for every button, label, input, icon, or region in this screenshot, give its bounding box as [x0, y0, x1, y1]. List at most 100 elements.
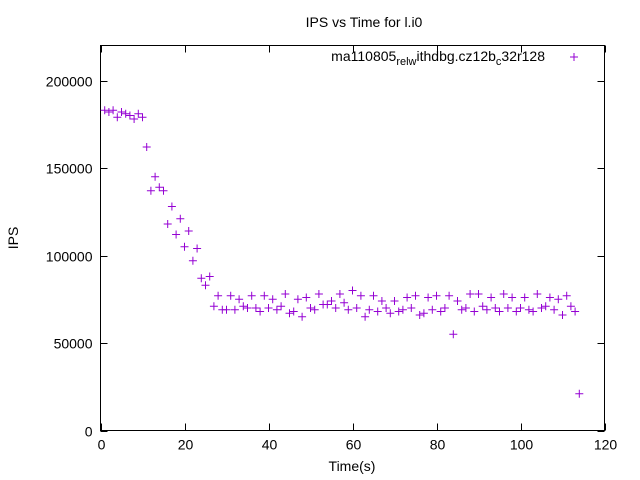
data-point [293, 295, 302, 304]
data-point [167, 202, 176, 211]
data-point [495, 307, 504, 316]
y-tick-label: 0 [85, 424, 93, 440]
data-point [436, 307, 445, 316]
data-point [365, 305, 374, 314]
data-point [575, 389, 584, 398]
data-point [142, 143, 151, 151]
legend-marker [570, 53, 578, 61]
data-point [323, 300, 332, 309]
data-point [163, 220, 172, 228]
data-point [407, 304, 416, 312]
data-point [377, 297, 386, 305]
data-point [457, 305, 466, 314]
data-point [352, 304, 361, 312]
data-point [529, 307, 538, 316]
data-point [550, 305, 559, 314]
data-point [239, 302, 248, 311]
plot-frame [100, 45, 605, 431]
data-point [474, 290, 483, 298]
data-point [340, 298, 349, 307]
data-point [432, 291, 441, 300]
data-point [146, 186, 155, 195]
legend-subscript: c [496, 56, 502, 68]
data-point [470, 307, 479, 316]
data-point [562, 291, 571, 300]
data-point [298, 312, 307, 321]
data-point [331, 304, 340, 312]
x-tick-label: 20 [178, 437, 194, 453]
data-point [256, 307, 265, 316]
data-point [138, 113, 147, 122]
legend-label: ma110805relwithdbg.cz12bc32r128 [331, 48, 545, 68]
data-point [403, 293, 412, 302]
data-point [176, 214, 185, 223]
data-point [398, 305, 407, 314]
x-tick-label: 80 [430, 437, 446, 453]
data-point [314, 290, 323, 298]
data-point [424, 293, 433, 302]
data-point [264, 304, 273, 312]
data-point [461, 304, 470, 312]
data-point [104, 108, 113, 116]
data-point [155, 183, 164, 192]
data-point [117, 108, 126, 116]
x-tick-label: 40 [262, 437, 278, 453]
data-point [230, 305, 239, 314]
data-point [503, 304, 512, 312]
data-point [335, 290, 344, 298]
data-point [327, 297, 336, 305]
data-point [184, 227, 193, 235]
data-point [348, 286, 357, 295]
data-point [277, 302, 286, 311]
data-point [415, 311, 424, 319]
data-point [159, 186, 168, 195]
y-tick-label: 200000 [46, 74, 93, 90]
legend-subscript: w [408, 56, 417, 68]
data-point [344, 305, 353, 314]
data-point [545, 293, 554, 302]
data-point [281, 290, 290, 298]
data-point [482, 305, 491, 314]
x-axis-label: Time(s) [329, 458, 376, 474]
data-point [205, 272, 214, 281]
legend-text: 32r128 [501, 48, 545, 64]
y-tick-label: 100000 [46, 249, 93, 265]
data-point [310, 305, 319, 314]
data-point [428, 305, 437, 314]
data-point [571, 307, 580, 316]
data-point [491, 304, 500, 312]
data-point [508, 293, 517, 302]
data-point [373, 307, 382, 316]
data-point [214, 291, 223, 300]
data-point [419, 309, 428, 318]
chart-title: IPS vs Time for l.i0 [306, 14, 423, 30]
data-point [306, 304, 315, 312]
data-point [382, 304, 391, 312]
data-point [453, 297, 462, 305]
data-point [487, 293, 496, 302]
data-point [512, 307, 521, 316]
data-point [386, 309, 395, 318]
data-point [466, 290, 475, 298]
y-tick-label: 150000 [46, 161, 93, 177]
data-point [121, 109, 130, 118]
data-point [449, 330, 458, 339]
data-point [268, 295, 277, 304]
data-point [520, 293, 529, 302]
legend-text: ithdbg.cz12b [417, 48, 497, 64]
data-point [516, 304, 525, 312]
data-point [235, 295, 244, 304]
data-point [524, 305, 533, 314]
data-point [134, 109, 143, 118]
data-point [243, 304, 252, 312]
data-point [289, 307, 298, 316]
data-point [302, 293, 311, 302]
data-point [411, 291, 420, 300]
data-point [390, 297, 399, 305]
legend-text: ma110805 [331, 48, 396, 64]
data-point [188, 256, 197, 265]
data-point [558, 311, 567, 319]
y-axis-label: IPS [5, 227, 21, 250]
data-point [361, 312, 370, 321]
